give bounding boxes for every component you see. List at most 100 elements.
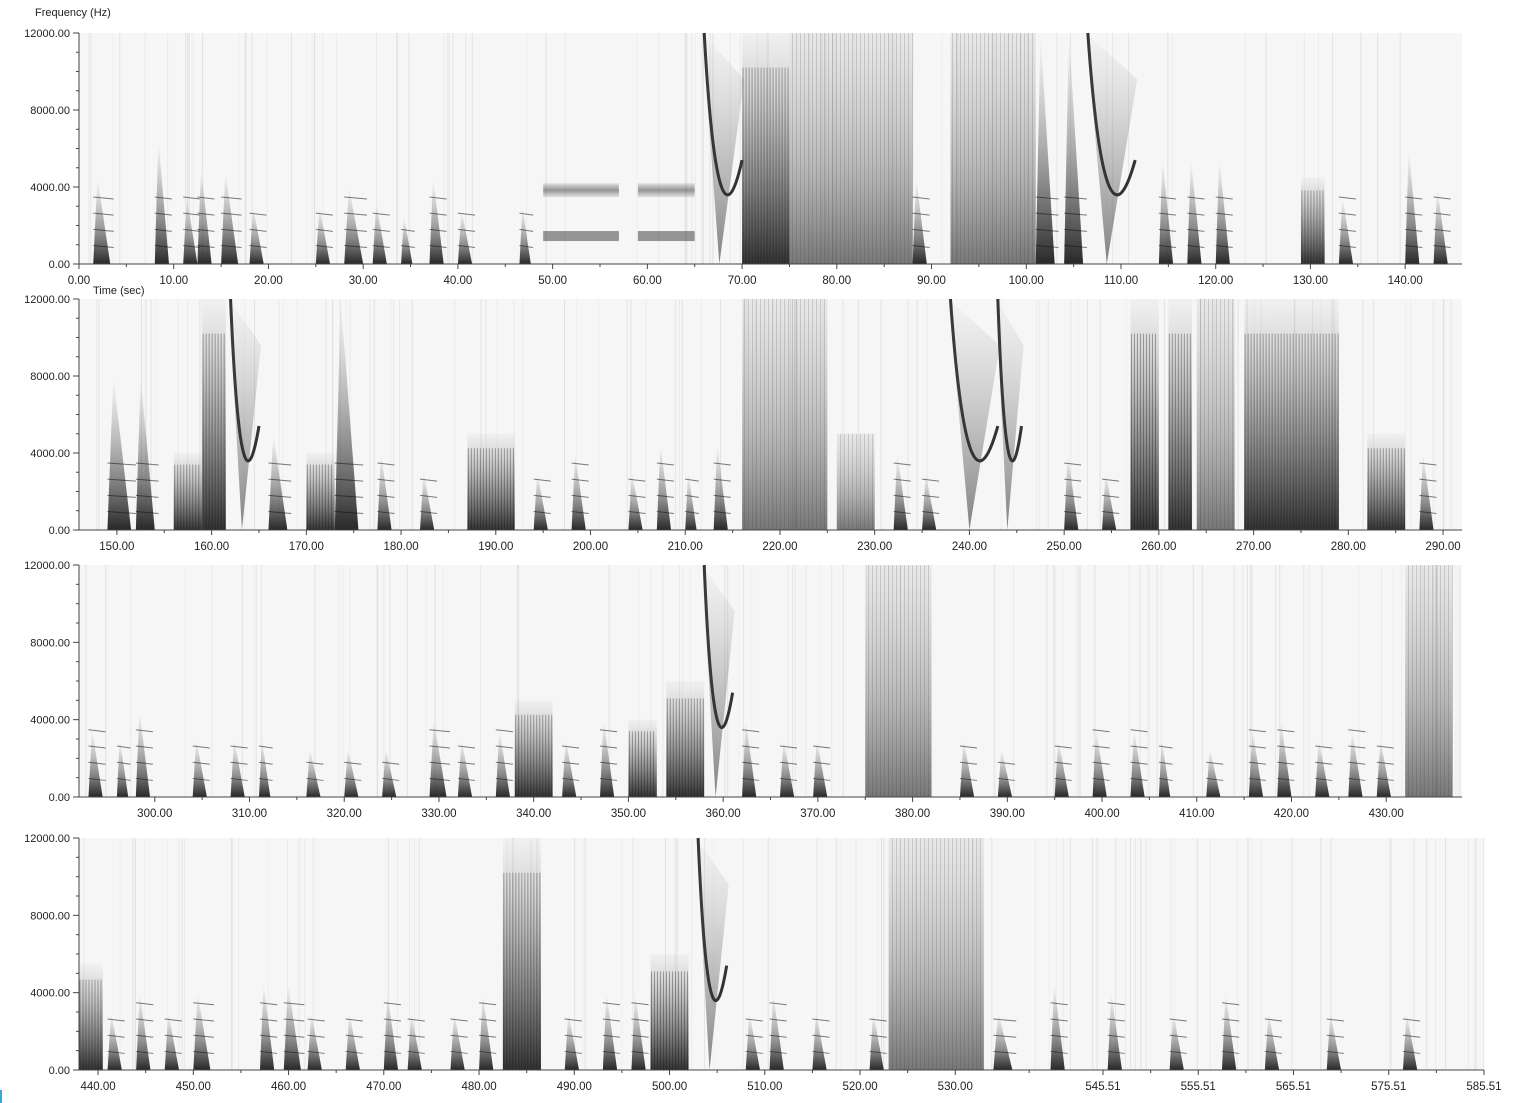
sound-event-2-5-fill (228, 299, 261, 530)
x-tick-label: 220.00 (762, 541, 797, 553)
sound-event-1-13-harmonic (519, 228, 534, 232)
sound-event-1-22-harmonic (1064, 228, 1087, 232)
sound-event-2-25-harmonic (1101, 478, 1120, 482)
sound-event-3-4-harmonic (192, 777, 210, 781)
sound-event-1-23-fill (1085, 33, 1138, 264)
sound-event-2-2-harmonic (135, 511, 159, 515)
sound-event-3-27-harmonic (1130, 745, 1148, 749)
sound-event-3-5-harmonic (230, 777, 248, 781)
sound-event-4-16-harmonic (602, 1002, 621, 1006)
sound-event-3-30-harmonic (1248, 761, 1266, 765)
sound-event-3-20 (779, 739, 795, 797)
sound-event-2-9-harmonic (377, 462, 395, 466)
sound-event-4-32-harmonic (1402, 1050, 1421, 1054)
sound-event-4-23-harmonic (869, 1034, 887, 1038)
sound-event-4-5-harmonic (193, 1002, 214, 1006)
sound-event-3-19-harmonic (742, 729, 760, 733)
x-tick-label: 390.00 (990, 808, 1025, 820)
x-tick-label: 480.00 (461, 1081, 496, 1093)
sound-event-2-19-texture (836, 433, 875, 530)
sound-event-1-12-harmonic (457, 228, 476, 232)
sound-event-1-4-harmonic (197, 212, 215, 216)
sound-event-3-30-harmonic (1248, 745, 1266, 749)
sound-event-3-32 (1315, 739, 1330, 797)
x-tick-label: 340.00 (516, 808, 551, 820)
sound-event-3-31-harmonic (1277, 745, 1295, 749)
sound-event-3-14 (562, 739, 577, 797)
sound-event-2-11 (467, 433, 515, 530)
sound-event-2-1-harmonic (107, 494, 136, 498)
sound-event-3-24-harmonic (997, 761, 1015, 765)
sound-event-3-4-harmonic (192, 761, 210, 765)
sound-event-2-17-harmonic (713, 462, 731, 466)
sound-event-2-25 (1102, 472, 1117, 530)
spectrogram-row-1: 0.00 4000.00 8000.00 12000.00 0.00 10.00 20.00… (24, 28, 1462, 287)
sound-event-4-9-harmonic (345, 1018, 363, 1022)
sound-event-1-29 (1405, 148, 1420, 264)
sound-event-4-2-harmonic (107, 1050, 125, 1054)
sound-event-4-12-harmonic (450, 1018, 468, 1022)
sound-event-3-15-harmonic (599, 745, 618, 749)
sound-event-1-26-harmonic (1215, 212, 1233, 216)
sound-event-3-33-harmonic (1348, 745, 1366, 749)
sound-event-3-5 (230, 739, 245, 797)
sound-event-3-28-harmonic (1158, 745, 1173, 749)
x-tick-label: 555.51 (1181, 1081, 1216, 1093)
sound-event-1-11-harmonic (429, 212, 447, 216)
sound-event-3-7-harmonic (306, 761, 324, 765)
x-tick-label: 400.00 (1084, 808, 1119, 820)
sound-event-2-1-harmonic (107, 511, 136, 515)
x-tick-label: 585.51 (1466, 1081, 1501, 1093)
x-tick-label: 170.00 (289, 541, 324, 553)
sound-event-2-17 (713, 443, 728, 530)
sound-event-3-5-harmonic (230, 745, 248, 749)
sound-event-4-11-harmonic (407, 1050, 425, 1054)
sound-event-4-6-harmonic (259, 1034, 278, 1038)
sound-event-1-2-harmonic (154, 212, 172, 216)
sound-event-2-31 (1419, 453, 1434, 530)
sound-event-2-23-fill (995, 299, 1024, 530)
x-tick-label: 460.00 (271, 1081, 306, 1093)
sound-event-4-20-harmonic (745, 1018, 763, 1022)
sound-event-4-10-harmonic (383, 1050, 401, 1054)
x-tick-label: 575.51 (1371, 1081, 1406, 1093)
sound-event-3-3-harmonic (135, 761, 153, 765)
sound-event-3-1-harmonic (88, 745, 106, 749)
sound-event-4-12-harmonic (450, 1034, 468, 1038)
sound-event-4-12 (450, 1012, 465, 1070)
sound-event-3-19 (742, 719, 757, 797)
sound-event-4-3-harmonic (136, 1002, 154, 1006)
sound-event-1-7-harmonic (315, 228, 333, 232)
sound-event-3-22-texture (865, 565, 932, 797)
sound-event-2-8 (334, 299, 359, 530)
sound-event-4-7-harmonic (283, 1018, 305, 1022)
sound-event-1-13-harmonic (519, 245, 534, 249)
sound-event-3-31-harmonic (1277, 729, 1295, 733)
sound-event-3-8 (344, 748, 359, 797)
sound-event-1-8-harmonic (344, 245, 368, 249)
sound-event-2-2-harmonic (135, 494, 159, 498)
sound-event-3-3-harmonic (135, 729, 153, 733)
sound-event-4-8-harmonic (307, 1050, 325, 1054)
sound-event-4-9-harmonic (345, 1034, 363, 1038)
sound-event-1-8-harmonic (344, 212, 368, 216)
sound-event-1-7 (315, 206, 331, 264)
sound-event-2-12-harmonic (533, 511, 551, 515)
sound-event-4-10-harmonic (383, 1034, 401, 1038)
sound-event-1-28-harmonic (1338, 228, 1356, 232)
sound-event-4-25 (993, 1012, 1013, 1070)
sound-event-3-4 (192, 739, 207, 797)
y-tick-label: 4000.00 (30, 715, 70, 727)
sound-event-4-21-harmonic (769, 1018, 787, 1022)
sound-event-4-27-harmonic (1107, 1002, 1125, 1006)
sound-event-4-17 (631, 992, 646, 1070)
sound-event-2-12 (533, 472, 548, 530)
sound-event-1-26-harmonic (1215, 228, 1233, 232)
x-tick-label: 140.00 (1388, 275, 1423, 287)
sound-event-3-6 (258, 739, 271, 797)
sound-event-4-23 (869, 1012, 884, 1070)
sound-event-4-17-harmonic (631, 1018, 649, 1022)
sound-event-3-1-harmonic (88, 761, 106, 765)
y-tick-label: 8000.00 (30, 371, 70, 383)
sound-event-2-1 (107, 376, 132, 530)
